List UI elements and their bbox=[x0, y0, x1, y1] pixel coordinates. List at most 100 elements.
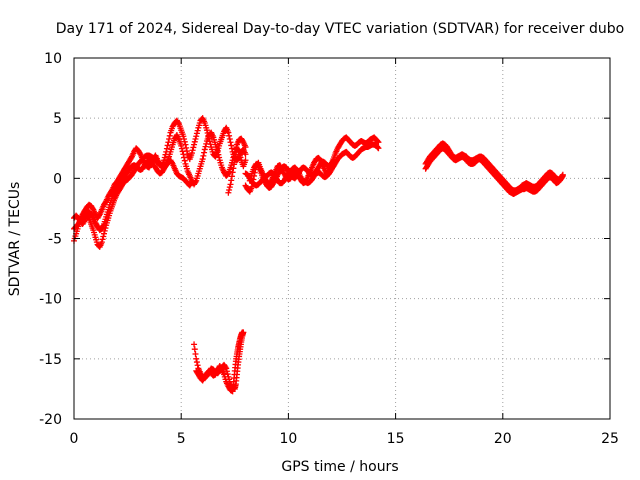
data-point bbox=[242, 144, 249, 151]
data-point bbox=[200, 152, 207, 159]
data-point bbox=[223, 365, 230, 372]
data-point bbox=[180, 151, 187, 158]
data-point bbox=[192, 351, 199, 358]
data-point bbox=[98, 239, 105, 246]
grid bbox=[74, 58, 610, 419]
data-point bbox=[192, 136, 199, 143]
data-point bbox=[188, 150, 195, 157]
data-point bbox=[189, 147, 196, 154]
x-tick-label: 0 bbox=[70, 431, 79, 447]
data-point bbox=[193, 355, 200, 362]
x-tick-label: 5 bbox=[177, 431, 186, 447]
x-tick-label: 20 bbox=[494, 431, 512, 447]
data-point bbox=[191, 138, 198, 145]
data-point bbox=[194, 362, 201, 369]
data-point bbox=[193, 133, 200, 140]
y-tick-label: 10 bbox=[44, 51, 62, 67]
data-point bbox=[193, 130, 200, 137]
data-point bbox=[191, 346, 198, 353]
y-axis-title: SDTVAR / TECUs bbox=[7, 182, 23, 297]
data-points bbox=[71, 115, 566, 395]
series-track-f bbox=[246, 157, 337, 191]
data-point bbox=[227, 181, 234, 188]
data-point bbox=[374, 144, 381, 151]
data-point bbox=[225, 189, 232, 196]
data-point bbox=[231, 157, 238, 164]
data-point bbox=[201, 146, 208, 153]
x-tick-label: 15 bbox=[387, 431, 405, 447]
data-point bbox=[181, 157, 188, 164]
data-point bbox=[181, 136, 188, 143]
data-point bbox=[330, 157, 337, 164]
data-point bbox=[228, 173, 235, 180]
data-point bbox=[202, 143, 209, 150]
x-tick-label: 25 bbox=[601, 431, 619, 447]
data-point bbox=[226, 136, 233, 143]
data-point bbox=[181, 138, 188, 145]
series-track-b bbox=[71, 129, 249, 250]
data-point bbox=[203, 140, 210, 147]
data-point bbox=[375, 145, 382, 152]
data-point bbox=[214, 148, 221, 155]
data-point bbox=[164, 142, 171, 149]
data-point bbox=[559, 174, 566, 181]
data-point bbox=[236, 151, 243, 158]
data-point bbox=[242, 157, 249, 164]
data-point bbox=[199, 156, 206, 163]
axis-ticks bbox=[73, 57, 611, 420]
data-point bbox=[235, 147, 242, 154]
data-point bbox=[231, 161, 238, 168]
data-point bbox=[228, 145, 235, 152]
data-point bbox=[329, 158, 336, 165]
data-point bbox=[222, 364, 229, 371]
data-point bbox=[226, 184, 233, 191]
data-point bbox=[230, 165, 237, 172]
data-point bbox=[188, 180, 195, 187]
data-point bbox=[101, 230, 108, 237]
y-tick-label: -15 bbox=[39, 352, 62, 368]
data-point bbox=[178, 142, 185, 149]
series-track-c bbox=[71, 157, 195, 234]
x-tick-label: 10 bbox=[279, 431, 297, 447]
data-point bbox=[194, 127, 201, 134]
data-point bbox=[175, 119, 182, 126]
data-point bbox=[237, 154, 244, 161]
data-point bbox=[166, 136, 173, 143]
data-point bbox=[203, 127, 210, 134]
y-tick-label: -10 bbox=[39, 292, 62, 308]
y-tick-label: 5 bbox=[53, 111, 62, 127]
data-point bbox=[161, 154, 168, 161]
series-track-d bbox=[242, 134, 382, 195]
data-point bbox=[180, 133, 187, 140]
data-point bbox=[227, 139, 234, 146]
data-point bbox=[100, 233, 107, 240]
data-point bbox=[183, 144, 190, 151]
tick-labels: 0 5 10 15 20 25 -20 -15 -10 -5 0 5 10 bbox=[39, 51, 619, 447]
data-point bbox=[228, 177, 235, 184]
y-tick-label: 0 bbox=[53, 171, 62, 187]
y-tick-label: -20 bbox=[39, 412, 62, 428]
data-point bbox=[239, 329, 246, 336]
data-point bbox=[215, 151, 222, 158]
data-point bbox=[201, 149, 208, 156]
series-track-i bbox=[422, 145, 566, 197]
data-point bbox=[163, 145, 170, 152]
data-point bbox=[188, 178, 195, 185]
series-track-g bbox=[225, 145, 249, 196]
data-point bbox=[191, 341, 198, 348]
y-tick-label: -5 bbox=[48, 232, 62, 248]
data-point bbox=[182, 141, 189, 148]
data-point bbox=[242, 151, 249, 158]
data-point bbox=[190, 144, 197, 151]
data-point bbox=[374, 138, 381, 145]
series-track-k bbox=[193, 329, 246, 395]
data-point bbox=[166, 132, 173, 139]
data-point bbox=[228, 142, 235, 149]
data-point bbox=[229, 169, 236, 176]
chart-title: Day 171 of 2024, Sidereal Day-to-day VTE… bbox=[56, 21, 624, 37]
data-point bbox=[225, 129, 232, 136]
data-point bbox=[179, 148, 186, 155]
data-point bbox=[99, 236, 106, 243]
data-point bbox=[181, 154, 188, 161]
